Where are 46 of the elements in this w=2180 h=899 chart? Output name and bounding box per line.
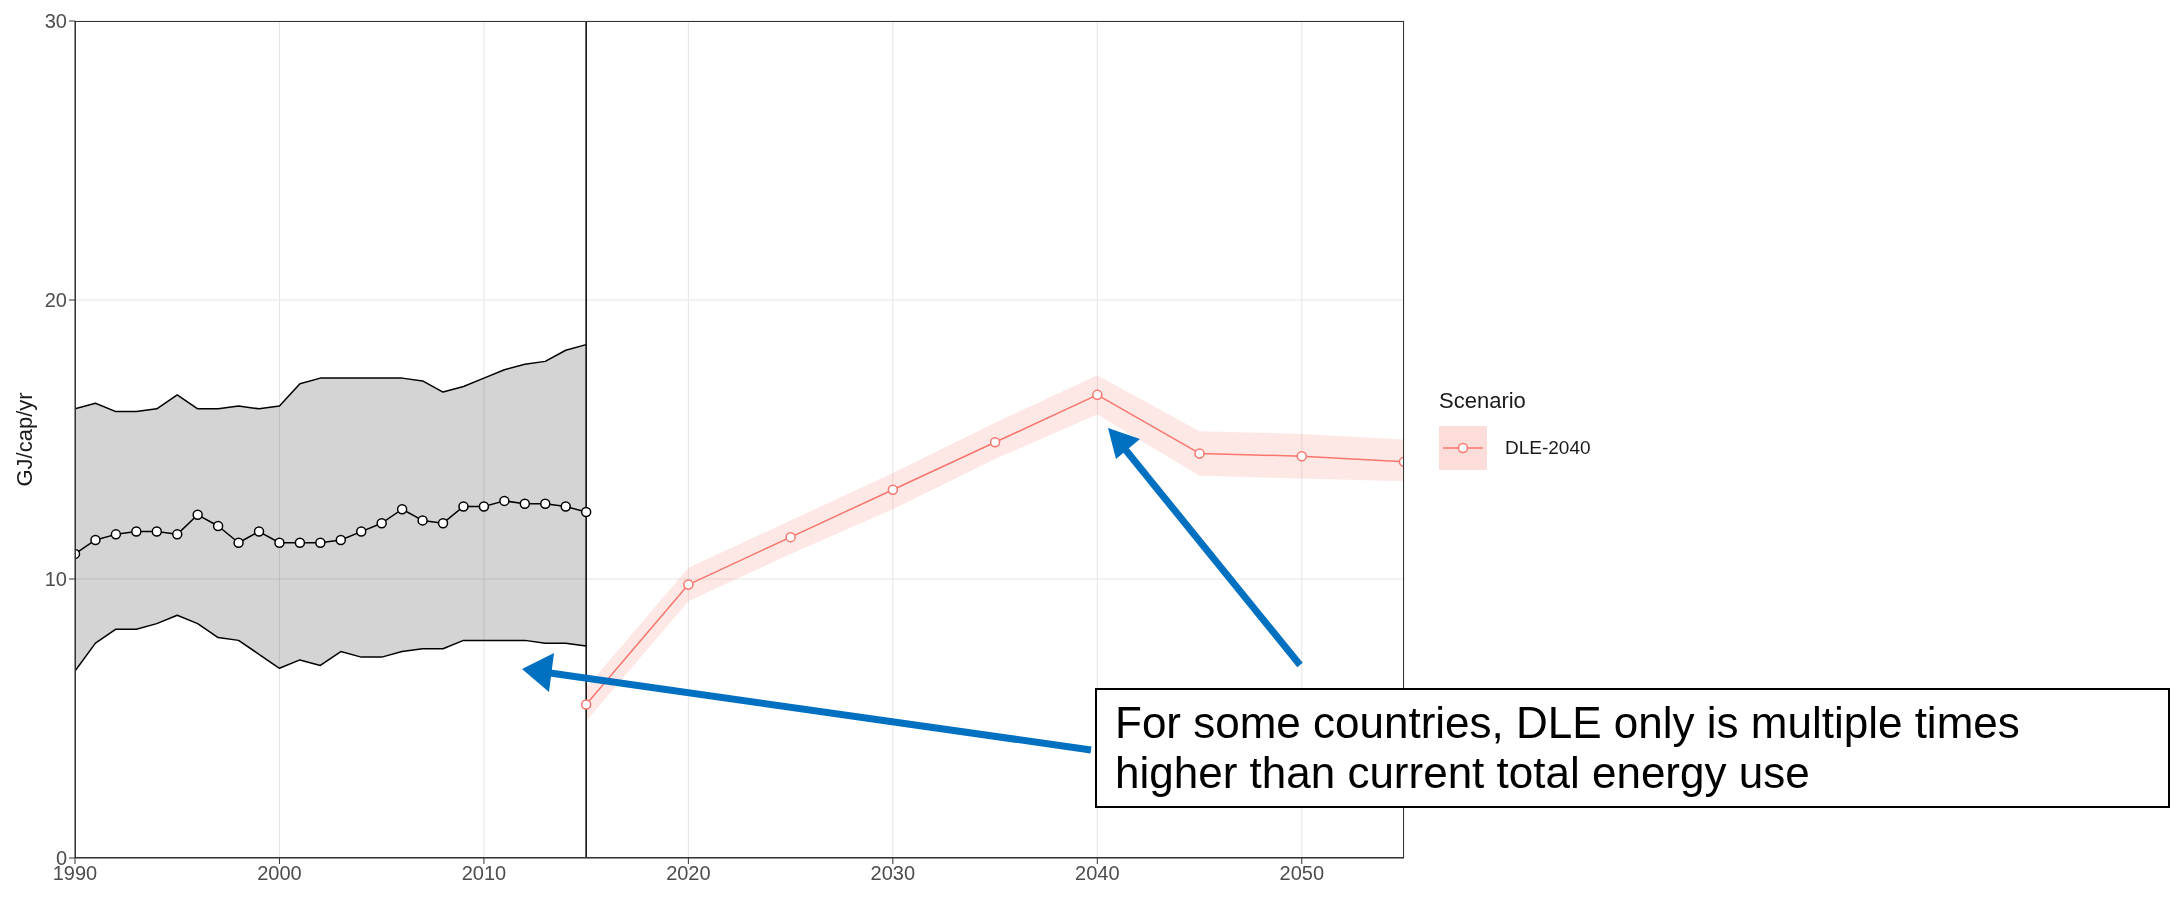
x-tick-label: 2010 (461, 862, 507, 885)
legend-label: DLE-2040 (1505, 437, 1591, 459)
point (437, 517, 449, 529)
point (478, 501, 490, 512)
point (335, 534, 347, 546)
point (356, 526, 367, 537)
point (274, 537, 285, 548)
point (560, 501, 571, 512)
point (110, 529, 122, 540)
point (683, 579, 694, 590)
y-tick-label: 10 (44, 568, 67, 591)
point (376, 517, 387, 529)
legend-title: Scenario (1439, 388, 1527, 414)
point (396, 504, 408, 515)
y-axis-title: GJ/cap/yr (11, 392, 37, 487)
point (1194, 448, 1205, 459)
x-tick-label: 2040 (1075, 862, 1120, 885)
point (294, 537, 306, 548)
point (131, 526, 142, 537)
point (1092, 389, 1103, 401)
point (887, 484, 899, 495)
point (192, 509, 203, 521)
x-tick-label: 2000 (257, 862, 302, 885)
y-tick-label: 30 (44, 10, 67, 33)
point (171, 529, 183, 540)
point (989, 437, 1001, 448)
point (540, 498, 551, 509)
point (90, 534, 101, 546)
point (1296, 450, 1308, 462)
point (315, 537, 326, 548)
point (458, 501, 469, 512)
point (785, 531, 796, 543)
point (499, 495, 510, 507)
point (233, 537, 244, 548)
callout-box: For some countries, DLE only is multiple times higher than current total energy use (1095, 688, 2170, 808)
point (519, 498, 531, 509)
x-tick-label: 2050 (1279, 862, 1325, 885)
y-tick-label: 20 (44, 289, 67, 312)
point (580, 506, 592, 518)
point (151, 526, 163, 537)
point (417, 515, 428, 526)
point (580, 699, 592, 710)
point (253, 526, 265, 537)
x-tick-label: 2020 (666, 862, 711, 885)
x-tick-label: 2030 (870, 862, 916, 885)
point (212, 520, 224, 532)
